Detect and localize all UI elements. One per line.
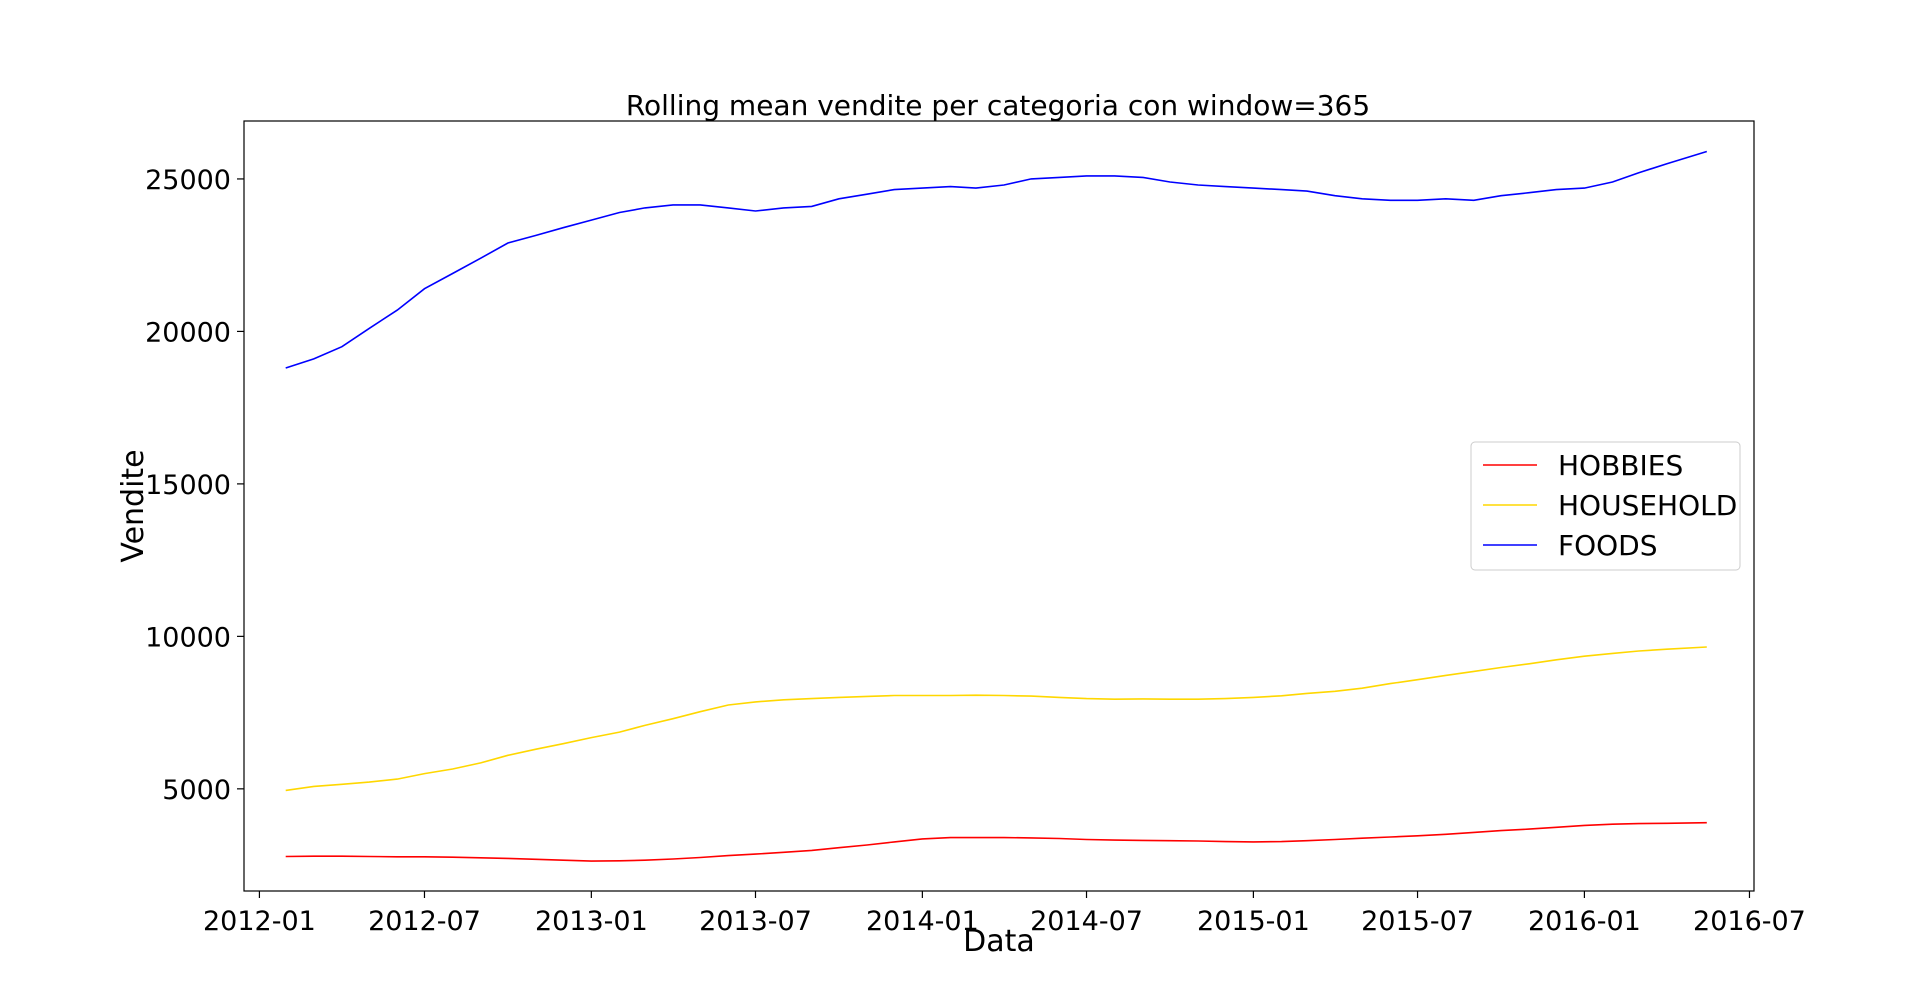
x-axis: 2012-01 2012-07 2013-01 2013-07 2014-01 2014-… — [203, 891, 1806, 937]
series-line-hobbies — [285, 821, 1707, 862]
x-tick-label: 2014-07 — [1030, 906, 1143, 937]
series-line-household — [285, 646, 1707, 792]
x-tick-label: 2016-01 — [1528, 906, 1641, 937]
x-tick-label: 2016-07 — [1693, 906, 1806, 937]
x-tick-label: 2012-01 — [203, 906, 316, 937]
x-tick-label: 2014-01 — [866, 906, 979, 937]
series-line-foods — [285, 150, 1708, 369]
legend: HOBBIES HOUSEHOLD FOODS — [1470, 441, 1741, 571]
plot-area — [285, 150, 1708, 862]
x-axis-label: Data — [963, 924, 1035, 959]
x-tick-label: 2015-07 — [1361, 906, 1474, 937]
chart-title: Rolling mean vendite per categoria con w… — [626, 89, 1370, 122]
x-tick-label: 2013-01 — [535, 906, 648, 937]
y-axis: 5000 10000 15000 20000 25000 — [145, 165, 244, 806]
plot-frame — [243, 120, 1755, 892]
y-tick-label: 20000 — [145, 317, 231, 348]
legend-label-household: HOUSEHOLD — [1558, 489, 1737, 522]
y-axis-label: Vendite — [116, 449, 151, 562]
y-tick-label: 15000 — [145, 470, 231, 501]
x-tick-label: 2013-07 — [699, 906, 812, 937]
legend-label-hobbies: HOBBIES — [1558, 449, 1683, 482]
y-tick-label: 25000 — [145, 165, 231, 196]
x-tick-label: 2015-01 — [1197, 906, 1310, 937]
y-tick-label: 5000 — [162, 775, 231, 806]
legend-label-foods: FOODS — [1558, 529, 1658, 562]
x-tick-label: 2012-07 — [368, 906, 481, 937]
y-tick-label: 10000 — [145, 622, 231, 653]
legend-box — [1470, 441, 1741, 571]
